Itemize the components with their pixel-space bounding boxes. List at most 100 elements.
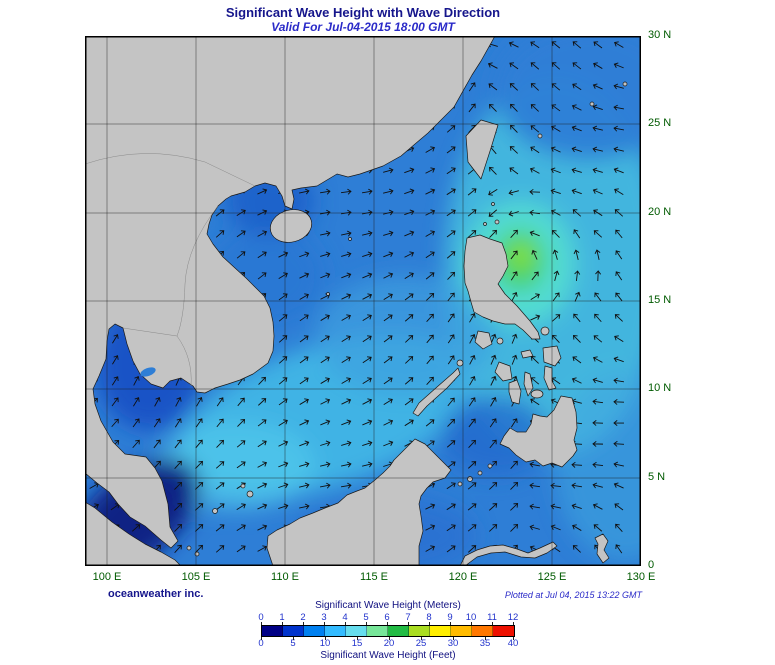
meters-tick: 1 <box>279 612 285 623</box>
colorbar-segment <box>325 626 346 636</box>
wave-arrow <box>447 313 455 323</box>
wave-arrow <box>446 146 456 154</box>
wave-arrow <box>490 354 497 365</box>
wave-arrow <box>614 41 624 48</box>
wave-arrow <box>215 461 225 469</box>
wave-arrow <box>509 62 519 70</box>
wave-arrow <box>404 398 414 406</box>
lat-label: 30 N <box>648 29 672 41</box>
wave-arrow <box>362 461 373 468</box>
colorbar-segment <box>493 626 514 636</box>
wave-arrow <box>468 82 476 92</box>
colorbar-segment <box>430 626 451 636</box>
pratas-island <box>348 237 352 241</box>
colorbar-segment <box>283 626 304 636</box>
wave-arrow <box>553 270 560 281</box>
wave-arrow <box>511 354 518 365</box>
wave-arrow <box>469 354 476 365</box>
wave-arrow <box>571 503 582 510</box>
wave-arrow <box>508 189 519 196</box>
wave-arrow <box>447 292 455 302</box>
wave-arrow <box>530 125 540 133</box>
meters-tick: 2 <box>300 612 306 623</box>
wave-arrow <box>383 293 393 300</box>
wave-arrow <box>592 377 603 384</box>
wave-arrow <box>299 272 310 279</box>
wave-arrow <box>112 334 119 344</box>
wave-arrow <box>215 482 225 490</box>
wave-arrow <box>550 167 561 174</box>
wave-arrow <box>278 272 288 279</box>
wave-arrow <box>467 524 477 532</box>
wave-arrow <box>257 188 268 195</box>
wave-arrow <box>447 397 455 407</box>
wave-arrow <box>613 125 625 132</box>
wave-arrow <box>613 167 624 174</box>
wave-arrow <box>467 545 477 553</box>
wave-arrow <box>341 272 352 279</box>
wave-arrow <box>468 439 476 448</box>
wave-arrow <box>133 375 140 386</box>
wave-arrow <box>425 503 436 510</box>
wave-arrow <box>319 188 331 195</box>
wave-arrow <box>340 482 352 489</box>
wave-arrow <box>510 103 518 112</box>
wave-arrow <box>468 418 476 428</box>
wave-arrow <box>299 398 309 405</box>
wave-arrow <box>615 544 623 554</box>
wave-arrow <box>550 524 561 531</box>
wave-arrow <box>195 418 203 428</box>
mindanao-island <box>499 395 578 468</box>
wave-arrow <box>299 293 309 300</box>
wave-arrow <box>446 188 456 196</box>
wave-arrow <box>572 524 582 531</box>
wave-arrow <box>592 188 603 195</box>
wave-arrow <box>468 397 476 407</box>
wave-arrow <box>383 251 394 258</box>
wave-arrow <box>383 377 393 385</box>
wave-arrow <box>426 376 434 385</box>
wave-arrow <box>592 356 603 363</box>
wave-arrow <box>341 461 352 468</box>
wave-arrow <box>361 188 373 195</box>
wave-arrow <box>573 229 581 239</box>
wave-arrow <box>615 250 623 260</box>
wave-arrow <box>383 440 394 447</box>
wave-arrow <box>550 146 561 153</box>
wave-arrow <box>508 41 519 48</box>
wave-arrow <box>551 314 561 322</box>
wave-arrow <box>341 419 352 426</box>
wave-arrow <box>320 377 330 384</box>
wave-arrow <box>257 524 268 531</box>
wave-arrow <box>613 62 624 69</box>
wave-height-colorbar <box>261 625 515 637</box>
wave-arrow <box>510 124 518 133</box>
wave-arrow <box>574 291 581 302</box>
wave-arrow <box>425 545 435 552</box>
wave-arrow <box>550 482 562 489</box>
wave-arrow <box>362 230 373 237</box>
wave-arrow <box>571 125 582 132</box>
wave-arrow <box>613 356 624 363</box>
wave-arrow <box>530 41 540 49</box>
wave-arrow <box>174 460 182 470</box>
wave-arrow <box>132 439 140 449</box>
wave-arrow <box>299 251 310 258</box>
ryukyu-islands <box>537 81 628 139</box>
meters-tick: 8 <box>426 612 432 623</box>
wave-arrow <box>257 482 268 489</box>
wave-arrow <box>446 503 456 511</box>
feet-tick: 40 <box>507 638 519 649</box>
wave-arrow <box>215 524 225 532</box>
wave-arrow <box>383 356 393 364</box>
paracel-islands <box>326 292 330 296</box>
wave-arrow <box>299 482 310 489</box>
feet-tick: 5 <box>290 638 296 649</box>
wave-arrow <box>613 146 624 153</box>
wave-arrow <box>614 335 624 343</box>
wave-arrow <box>236 230 246 238</box>
wave-arrow <box>425 230 435 237</box>
colorbar-segment <box>388 626 409 636</box>
wave-arrow <box>278 419 288 426</box>
